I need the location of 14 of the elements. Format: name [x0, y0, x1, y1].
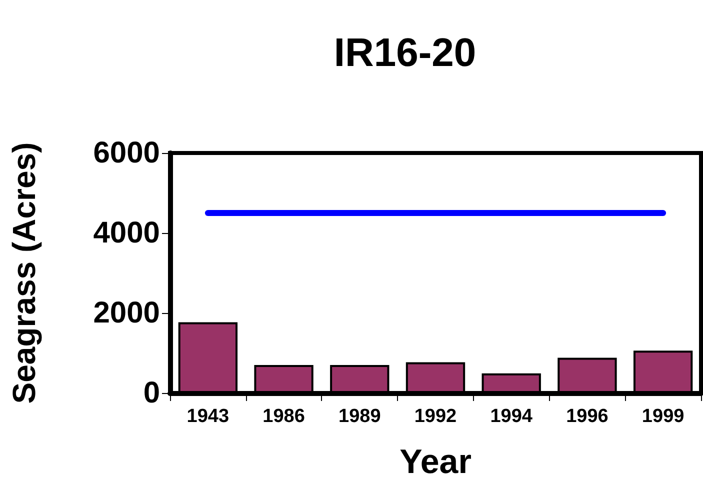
x-tick-label: 1989: [338, 406, 381, 427]
y-tick-label: 0: [143, 376, 160, 410]
y-axis-title: Seagrass (Acres): [6, 142, 42, 404]
x-tick-label: 1986: [262, 406, 305, 427]
x-axis-title: Year: [400, 443, 472, 481]
y-tick-label: 4000: [93, 216, 160, 250]
y-tick-label: 2000: [93, 296, 160, 330]
x-tick-label: 1996: [566, 406, 608, 427]
x-tick-label: 1994: [490, 406, 533, 427]
x-tick-label: 1943: [186, 406, 230, 427]
y-tick-label: 6000: [93, 136, 160, 170]
chart-title: IR16-20: [334, 31, 476, 75]
x-tick-label: 1999: [642, 406, 684, 427]
x-tick-label: 1992: [414, 406, 457, 427]
